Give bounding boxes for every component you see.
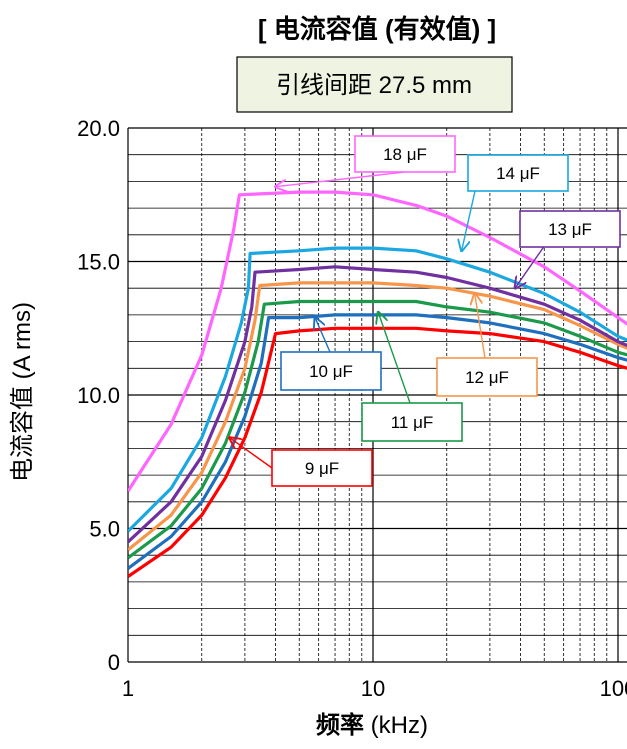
y-tick-label: 15.0 [77,250,120,275]
label-arrow [462,190,476,251]
label-box [436,357,538,397]
x-tick-label: 100 [600,676,627,701]
series-line [128,313,627,570]
x-tick-labels: 1 10 100 [122,676,627,701]
x-axis-label: 频率 (kHz) [316,711,428,739]
series-lines [128,190,627,578]
y-axis-label: 电流容值 (A rms) [9,302,36,482]
chart-title: [ 电流容值 (有效值) ] [258,14,496,44]
label-box [467,154,569,192]
y-tick-label: 20.0 [77,116,120,141]
x-tick-label: 1 [122,676,134,701]
series-line [128,326,627,578]
label-box [361,402,463,442]
label-text: 9 μF [305,459,339,478]
label-text: 14 μF [496,164,540,183]
label-text: 10 μF [309,362,353,381]
x-axis-label-unit: (kHz) [364,712,428,739]
label-text: 13 μF [548,220,592,239]
label-box [519,210,621,248]
x-axis-label-main: 频率 [316,711,364,739]
label-arrow [378,312,411,404]
series-line [128,190,627,492]
label-text: 18 μF [383,145,427,164]
label-box [280,351,382,391]
label-box [271,449,373,487]
y-tick-labels: 0 5.0 10.0 15.0 20.0 [77,116,120,675]
x-tick-label: 10 [361,676,385,701]
label-arrow [230,438,273,469]
label-arrow [315,318,331,353]
label-arrow [475,294,486,359]
label-text: 12 μF [465,368,509,387]
label-text: 11 μF [391,413,434,432]
series-line [128,281,627,552]
label-arrow [515,244,546,288]
series-labels: 18 μF 14 μF 13 μF 10 μF 12 μF 11 μF 9 μF [230,135,621,487]
grid [127,127,627,663]
series-line [128,265,627,544]
label-arrow [276,171,406,187]
subtitle-box [236,56,513,113]
y-tick-label: 5.0 [89,517,120,542]
series-line [128,246,627,533]
series-line [128,299,627,560]
chart-subtitle: 引线间距 27.5 mm [276,72,472,99]
label-box [354,135,456,173]
y-tick-label: 10.0 [77,383,120,408]
y-tick-label: 0 [108,650,120,675]
